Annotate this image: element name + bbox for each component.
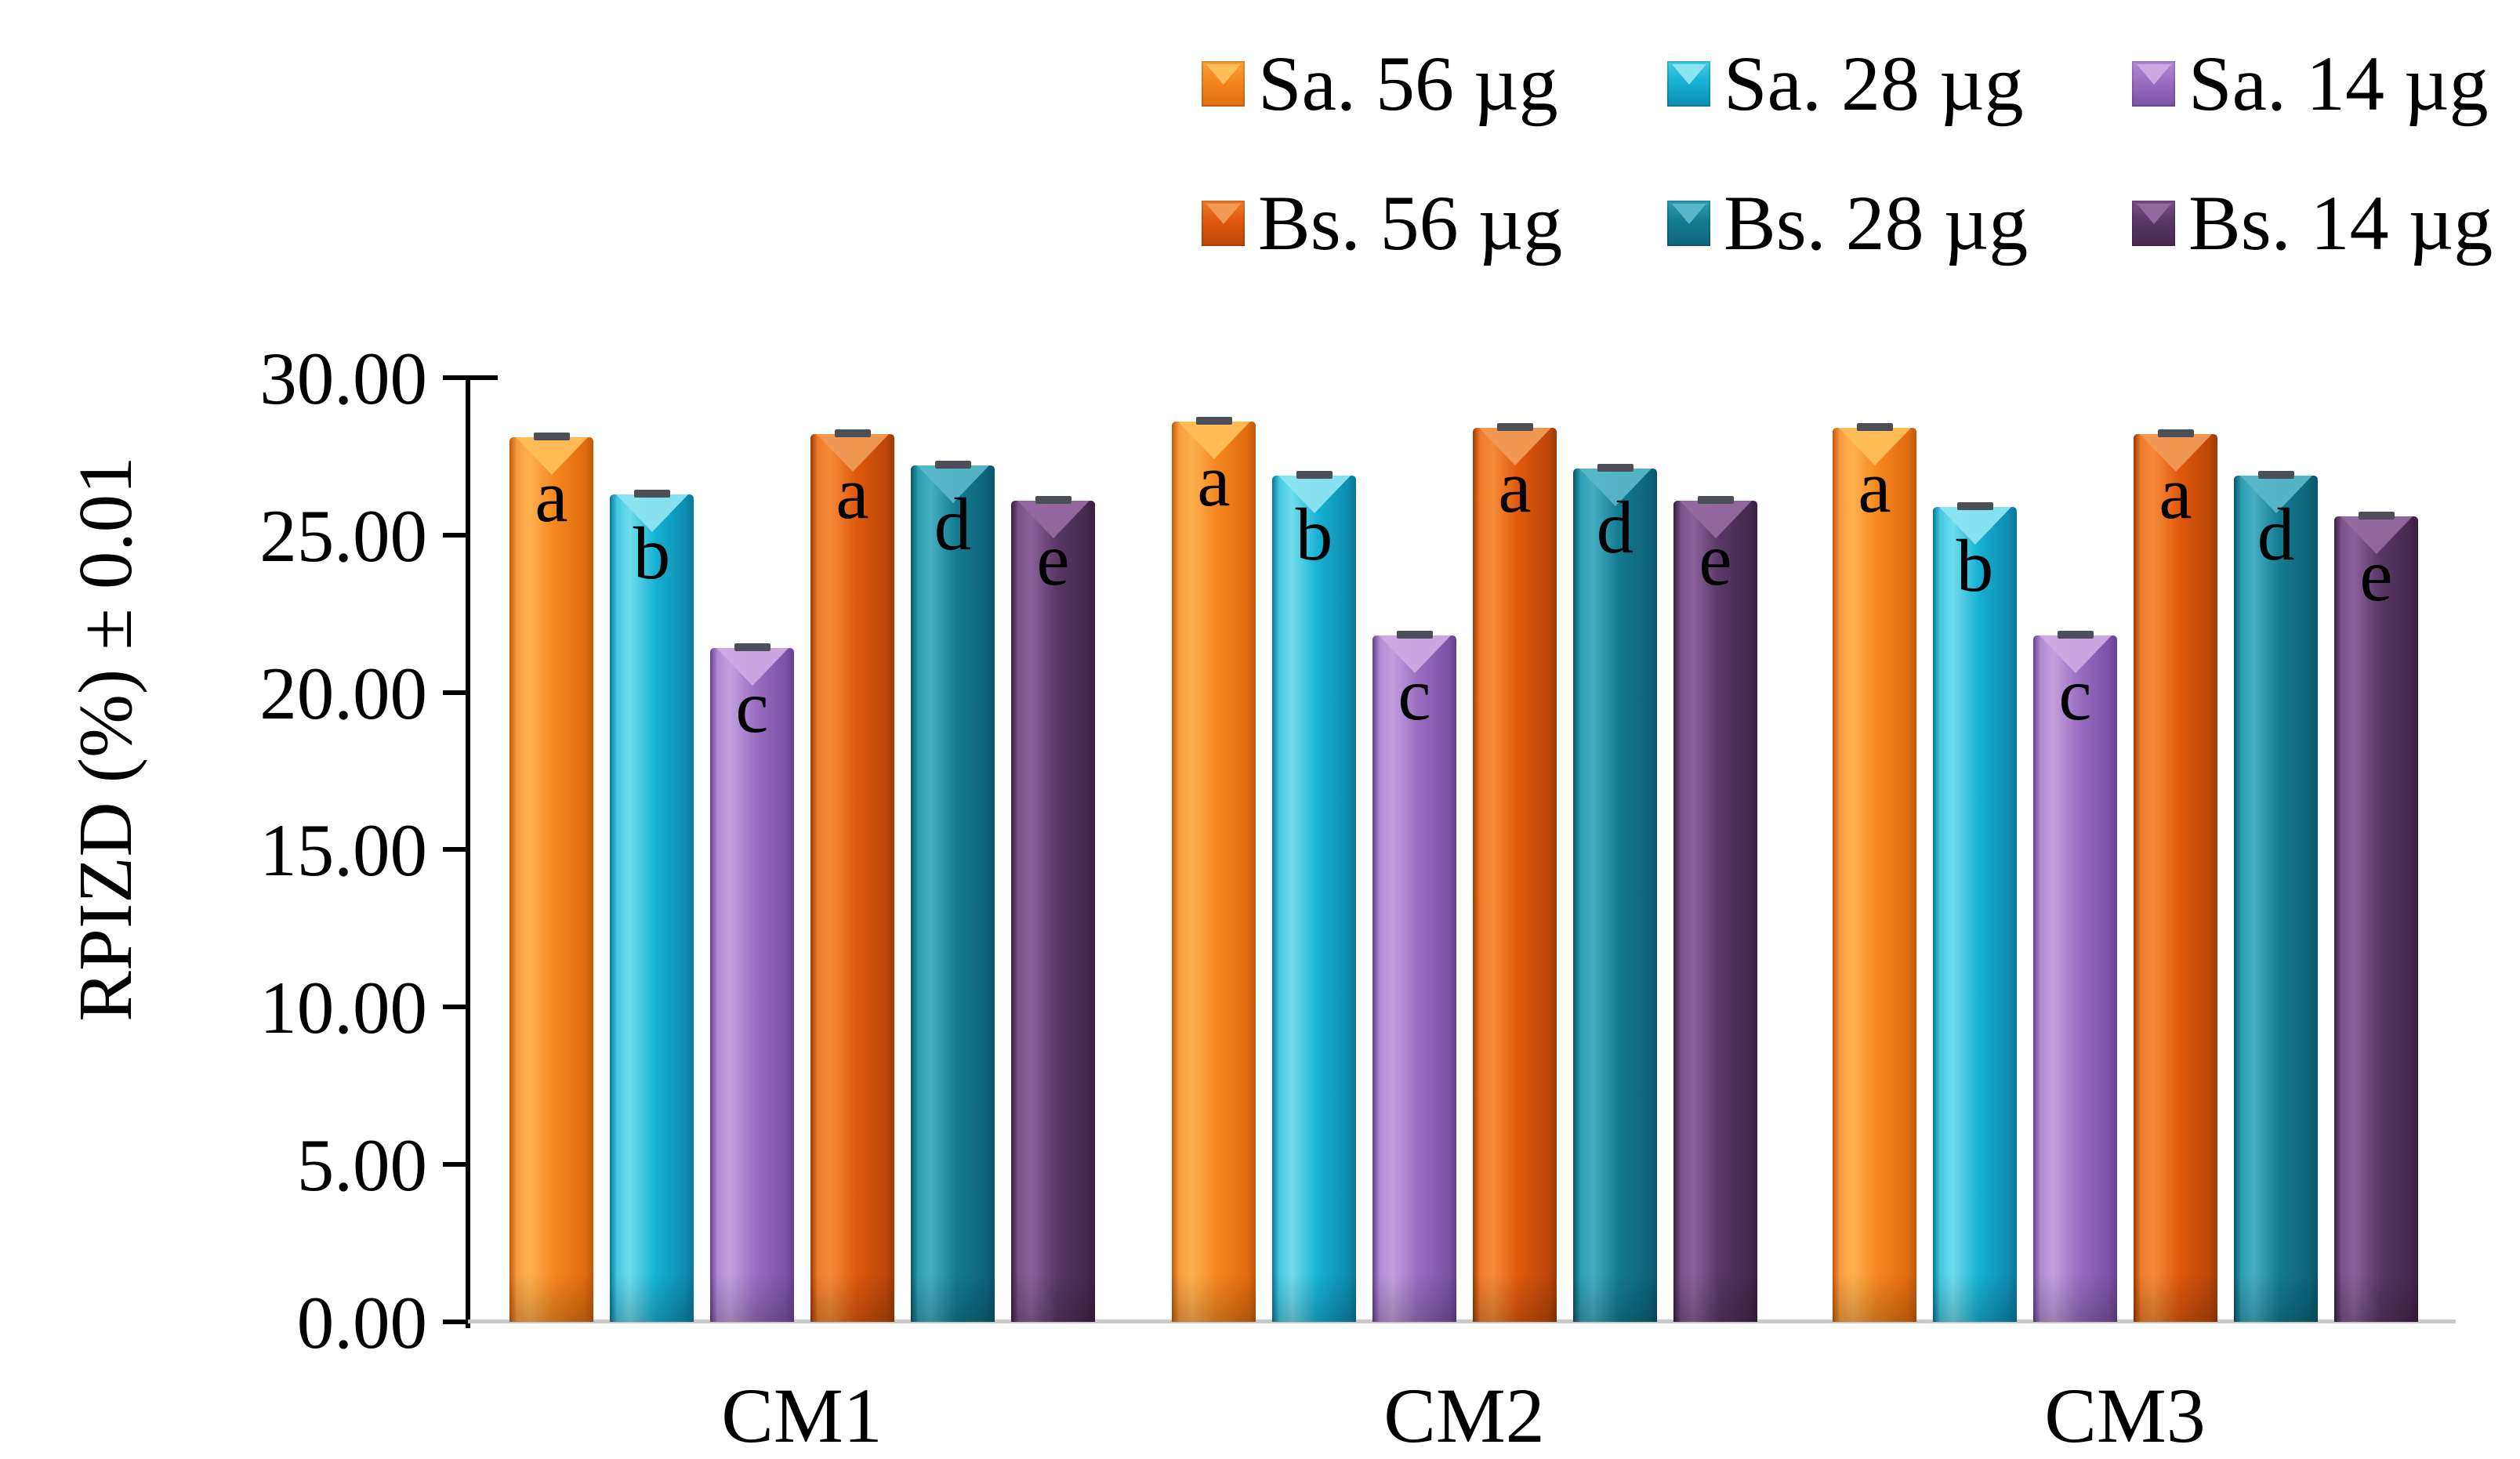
significance-letter: a xyxy=(535,454,568,538)
bar-sa-14-µg-cm1 xyxy=(710,648,794,1322)
error-bar-cap xyxy=(734,643,771,651)
bar-bs-28-µg-cm1 xyxy=(911,465,995,1322)
y-tick-mark xyxy=(443,1162,468,1168)
bar-sa-28-µg-cm2 xyxy=(1272,476,1356,1322)
error-bar-cap xyxy=(2057,631,2094,639)
significance-letter: d xyxy=(934,483,972,566)
y-axis-line xyxy=(466,375,470,1328)
legend-item-sa-56: Sa. 56 µg xyxy=(1202,37,1558,131)
y-tick-label: 0.00 xyxy=(296,1281,427,1364)
y-tick-mark xyxy=(443,375,498,380)
error-bar-cap xyxy=(1956,502,1993,510)
x-axis-line xyxy=(468,1320,2456,1323)
significance-letter: c xyxy=(2058,653,2092,736)
bar-bs-56-µg-cm3 xyxy=(2134,434,2217,1322)
y-tick-mark xyxy=(443,532,468,538)
significance-letter: c xyxy=(1398,653,1431,736)
significance-letter: a xyxy=(1498,445,1532,528)
bar-bs-14-µg-cm2 xyxy=(1673,501,1757,1322)
y-tick-label: 30.00 xyxy=(259,336,427,420)
error-bar-cap xyxy=(1296,471,1333,479)
x-axis-label-cm3: CM3 xyxy=(2044,1372,2206,1459)
y-tick-mark xyxy=(443,1005,468,1010)
y-axis-title: RPIZD (%) ± 0.01 xyxy=(63,456,147,1022)
error-bar-cap xyxy=(1597,464,1633,472)
legend-swatch-sa-56-icon xyxy=(1202,61,1245,107)
x-axis-label-cm2: CM2 xyxy=(1383,1372,1545,1459)
y-tick-mark xyxy=(443,690,468,695)
bar-sa-56-µg-cm2 xyxy=(1172,422,1256,1322)
bar-bs-56-µg-cm1 xyxy=(810,434,894,1322)
bar-bs-14-µg-cm1 xyxy=(1011,501,1095,1322)
significance-letter: e xyxy=(1036,518,1070,601)
x-axis-label-cm1: CM1 xyxy=(721,1372,883,1459)
legend-label-bs-14: Bs. 14 µg xyxy=(2188,179,2493,266)
significance-letter: d xyxy=(1596,486,1634,569)
bar-sa-14-µg-cm2 xyxy=(1372,635,1456,1322)
legend-swatch-sa-14-icon xyxy=(2132,61,2175,107)
bar-sa-28-µg-cm3 xyxy=(1933,507,2017,1322)
legend-swatch-bs-28-icon xyxy=(1667,201,1710,246)
legend-label-bs-56: Bs. 56 µg xyxy=(1258,179,1563,266)
y-tick-label: 20.00 xyxy=(259,651,427,735)
bar-sa-28-µg-cm1 xyxy=(610,494,694,1322)
significance-letter: d xyxy=(2257,493,2295,576)
significance-letter: a xyxy=(1197,439,1231,522)
bar-sa-56-µg-cm1 xyxy=(509,437,593,1322)
error-bar-cap xyxy=(1856,423,1893,431)
legend-item-bs-56: Bs. 56 µg xyxy=(1202,176,1562,270)
legend-label-sa-28: Sa. 28 µg xyxy=(1724,40,2024,127)
bar-bs-28-µg-cm2 xyxy=(1573,469,1657,1322)
significance-letter: e xyxy=(1699,518,1732,601)
significance-letter: a xyxy=(2159,451,2192,534)
bar-sa-14-µg-cm3 xyxy=(2033,635,2117,1322)
significance-letter: b xyxy=(1295,493,1333,576)
significance-letter: b xyxy=(633,512,671,595)
y-tick-label: 25.00 xyxy=(259,494,427,577)
error-bar-cap xyxy=(1396,631,1433,639)
error-bar-cap xyxy=(834,429,871,437)
legend-item-sa-14: Sa. 14 µg xyxy=(2132,37,2489,131)
legend-label-sa-14: Sa. 14 µg xyxy=(2188,40,2489,127)
error-bar-cap xyxy=(1697,496,1734,504)
bar-sa-56-µg-cm3 xyxy=(1833,428,1916,1322)
error-bar-cap xyxy=(533,433,570,440)
error-bar-cap xyxy=(1195,417,1232,425)
legend-swatch-bs-56-icon xyxy=(1202,201,1245,246)
legend-swatch-bs-14-icon xyxy=(2132,201,2175,246)
legend-swatch-sa-28-icon xyxy=(1667,61,1710,107)
significance-letter: b xyxy=(1956,524,1994,607)
legend-item-bs-28: Bs. 28 µg xyxy=(1667,176,2028,270)
error-bar-cap xyxy=(2157,429,2194,437)
y-tick-label: 10.00 xyxy=(259,966,427,1050)
y-tick-mark xyxy=(443,847,468,853)
significance-letter: c xyxy=(735,665,769,748)
error-bar-cap xyxy=(934,461,971,469)
legend-item-bs-14: Bs. 14 µg xyxy=(2132,176,2493,270)
y-tick-mark xyxy=(443,1320,468,1324)
error-bar-cap xyxy=(1496,423,1533,431)
error-bar-cap xyxy=(1035,496,1071,504)
bar-bs-28-µg-cm3 xyxy=(2234,476,2318,1322)
bar-bs-14-µg-cm3 xyxy=(2334,516,2418,1322)
error-bar-cap xyxy=(633,490,670,498)
bar-bs-56-µg-cm2 xyxy=(1473,428,1557,1322)
y-tick-label: 15.00 xyxy=(259,809,427,892)
error-bar-cap xyxy=(2358,512,2395,520)
error-bar-cap xyxy=(2257,471,2294,479)
legend-item-sa-28: Sa. 28 µg xyxy=(1667,37,2024,131)
significance-letter: a xyxy=(1858,445,1891,528)
legend-label-bs-28: Bs. 28 µg xyxy=(1724,179,2029,266)
legend-label-sa-56: Sa. 56 µg xyxy=(1258,40,1558,127)
y-tick-label: 5.00 xyxy=(296,1124,427,1207)
significance-letter: e xyxy=(2359,534,2393,617)
significance-letter: a xyxy=(836,451,869,534)
